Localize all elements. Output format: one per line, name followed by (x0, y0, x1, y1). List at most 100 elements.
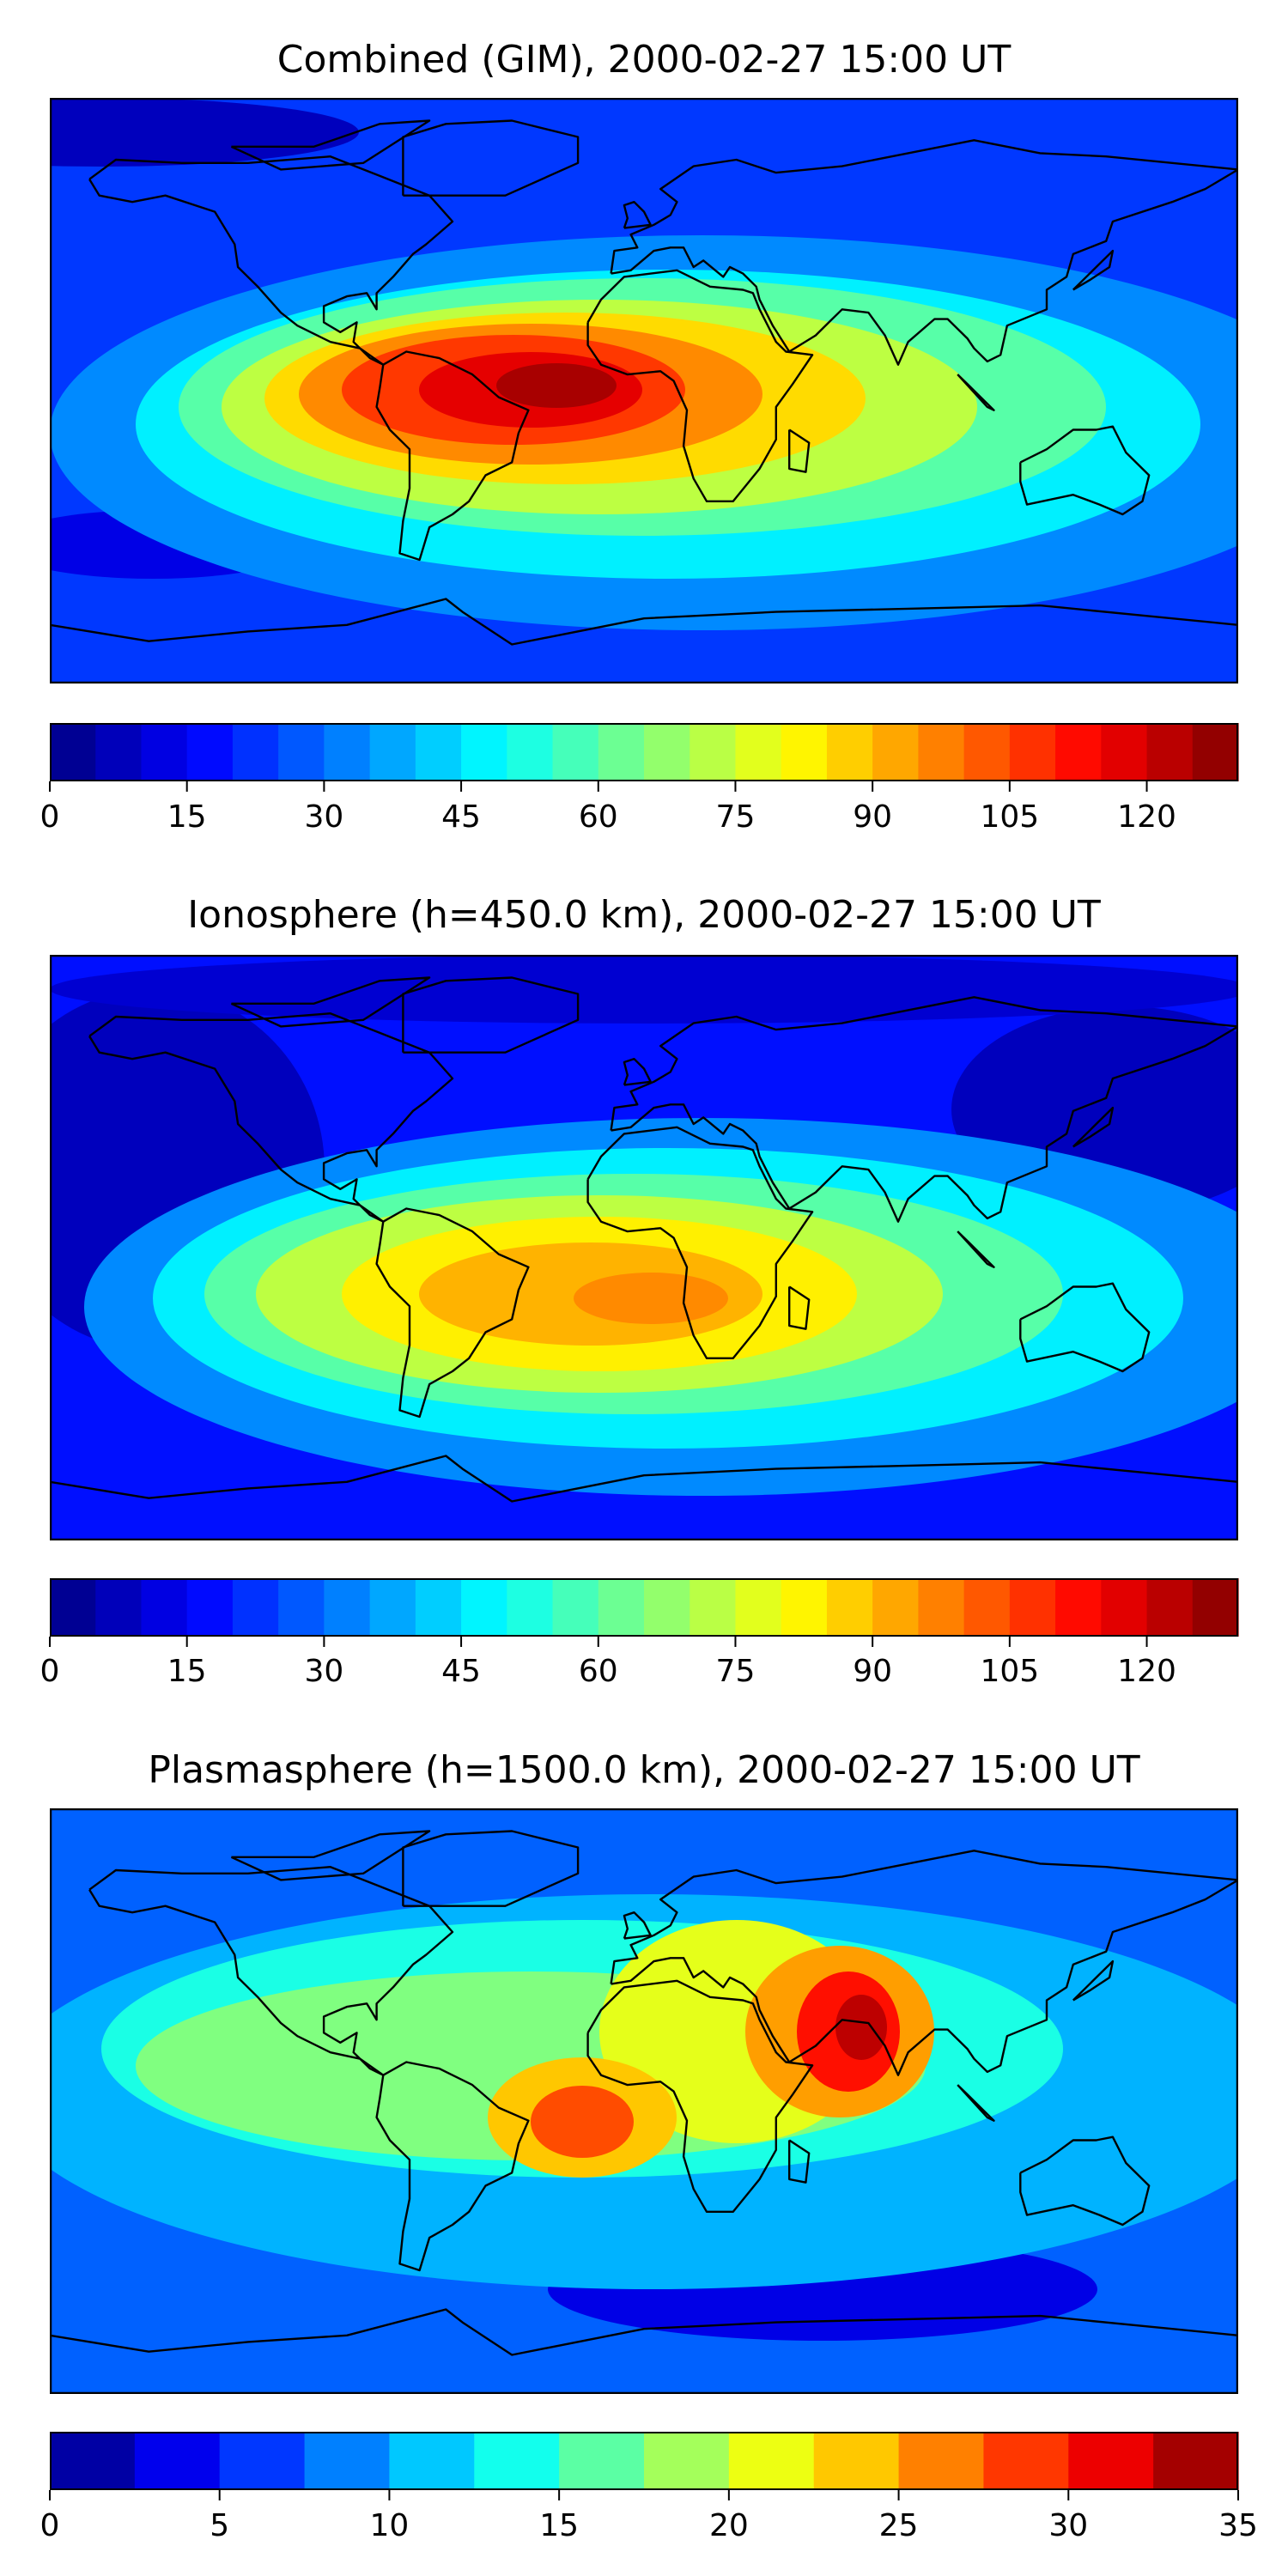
colorbar-segment (50, 723, 96, 781)
coastline (375, 350, 530, 562)
colorbar-segment (507, 723, 554, 781)
colorbar-tick-label: 60 (578, 1654, 618, 1689)
contour-level (50, 98, 359, 167)
plasmasphere-colorbar-ticks: 0 5 10 15 20 25 30 35 (40, 2507, 1258, 2550)
coastline (230, 976, 431, 1028)
colorbar-segment (813, 2432, 900, 2490)
colorbar-segment (690, 1578, 737, 1637)
coastline (586, 1979, 814, 2213)
contour-level (835, 1995, 887, 2060)
coastline (88, 155, 454, 366)
colorbar-segment (644, 723, 690, 781)
colorbar-tick-label: 10 (369, 2508, 410, 2543)
colorbar-segment (781, 1578, 828, 1637)
colorbar-tick-label: 15 (167, 799, 207, 835)
plasmasphere-map-title: Plasmasphere (h=1500.0 km), 2000-02-27 1… (148, 1748, 1140, 1792)
coastline (230, 1830, 431, 1881)
colorbar-segment (507, 1578, 554, 1637)
colorbar-segment (1146, 1578, 1194, 1637)
ionosphere-colorbar-ticks: 0 15 30 45 60 75 90 105 120 (40, 1653, 1238, 1696)
colorbar-segment (735, 723, 782, 781)
colorbar-tick-label: 0 (39, 799, 60, 835)
colorbar-segment (963, 1578, 1011, 1637)
colorbar-segment (141, 723, 188, 781)
combined-map (50, 98, 1238, 683)
colorbar-border (50, 723, 1238, 781)
coastline (610, 139, 1238, 366)
colorbar-segment (415, 1578, 462, 1637)
colorbar-segment (552, 1578, 599, 1637)
coastline (230, 119, 431, 171)
colorbar-segment (1192, 1578, 1239, 1637)
colorbar-tick-label: 0 (39, 2508, 60, 2543)
colorbar-segment (598, 1578, 645, 1637)
colorbar-tick-label: 30 (304, 1654, 344, 1689)
colorbar-tick-label: 90 (853, 1654, 893, 1689)
coastline (375, 1207, 530, 1419)
colorbar-segment (389, 2432, 475, 2490)
colorbar-segment (50, 1578, 96, 1637)
colorbar-segment (826, 1578, 873, 1637)
colorbar-segment (1009, 723, 1056, 781)
colorbar-border (50, 2432, 1238, 2490)
coastline (1072, 1959, 1115, 2002)
colorbar-segment (735, 1578, 782, 1637)
colorbar-segment (1055, 723, 1102, 781)
combined-colorbar (49, 723, 1239, 792)
map-border (50, 1808, 1238, 2394)
colorbar-segment (232, 1578, 279, 1637)
colorbar-segment (898, 2432, 985, 2490)
colorbar-segment (1055, 1578, 1102, 1637)
coastline (402, 119, 580, 197)
plasmasphere-colorbar (49, 2432, 1239, 2500)
colorbar-segment (826, 723, 873, 781)
colorbar-segment (186, 1578, 234, 1637)
colorbar-segment (369, 1578, 416, 1637)
colorbar-segment (1146, 723, 1194, 781)
contour-field (50, 955, 1238, 1496)
coastline (402, 976, 580, 1054)
colorbar-segment (983, 2432, 1069, 2490)
colorbar-tick-label: 105 (980, 799, 1040, 835)
coastline (957, 374, 995, 411)
colorbar-segment (918, 723, 965, 781)
colorbar-tick-label: 15 (167, 1654, 207, 1689)
colorbar-segment (232, 723, 279, 781)
colorbar-segment (690, 723, 737, 781)
colorbar-tick-label: 120 (1117, 1654, 1176, 1689)
colorbar-segment (95, 1578, 143, 1637)
ionosphere-map (50, 955, 1238, 1540)
colorbar-segment (644, 2432, 730, 2490)
coastline (586, 269, 814, 502)
colorbar-segment (559, 2432, 645, 2490)
coastline (788, 1285, 811, 1330)
colorbar-border (50, 1578, 1238, 1637)
colorbar-segment (474, 2432, 560, 2490)
contour-level (531, 2086, 634, 2158)
colorbar-tick-label: 35 (1218, 2508, 1258, 2543)
coastline (957, 2084, 995, 2122)
colorbar-tick-label: 45 (441, 799, 481, 835)
ionosphere-map-title: Ionosphere (h=450.0 km), 2000-02-27 15:0… (187, 893, 1101, 937)
contour-field (50, 1894, 1238, 2341)
coastline (88, 1012, 454, 1223)
colorbar-segment (415, 723, 462, 781)
colorbar-segment (918, 1578, 965, 1637)
colorbar-segment (461, 723, 507, 781)
coastline (50, 598, 1238, 646)
colorbar-tick-label: 120 (1117, 799, 1176, 835)
colorbar-segment (1192, 723, 1239, 781)
coastline (1072, 249, 1115, 291)
colorbar-tick-label: 30 (1048, 2508, 1089, 2543)
colorbar-tick-label: 60 (578, 799, 618, 835)
coastline (586, 1126, 814, 1359)
colorbar-segment (872, 1578, 919, 1637)
colorbar-tick-label: 75 (715, 799, 756, 835)
coastline (1019, 425, 1151, 516)
colorbar-segment (324, 723, 371, 781)
contour-level (50, 955, 1238, 1024)
coastline (788, 428, 811, 473)
colorbar-segment (781, 723, 828, 781)
colorbar-segment (1101, 1578, 1148, 1637)
colorbar-tick-label: 105 (980, 1654, 1040, 1689)
